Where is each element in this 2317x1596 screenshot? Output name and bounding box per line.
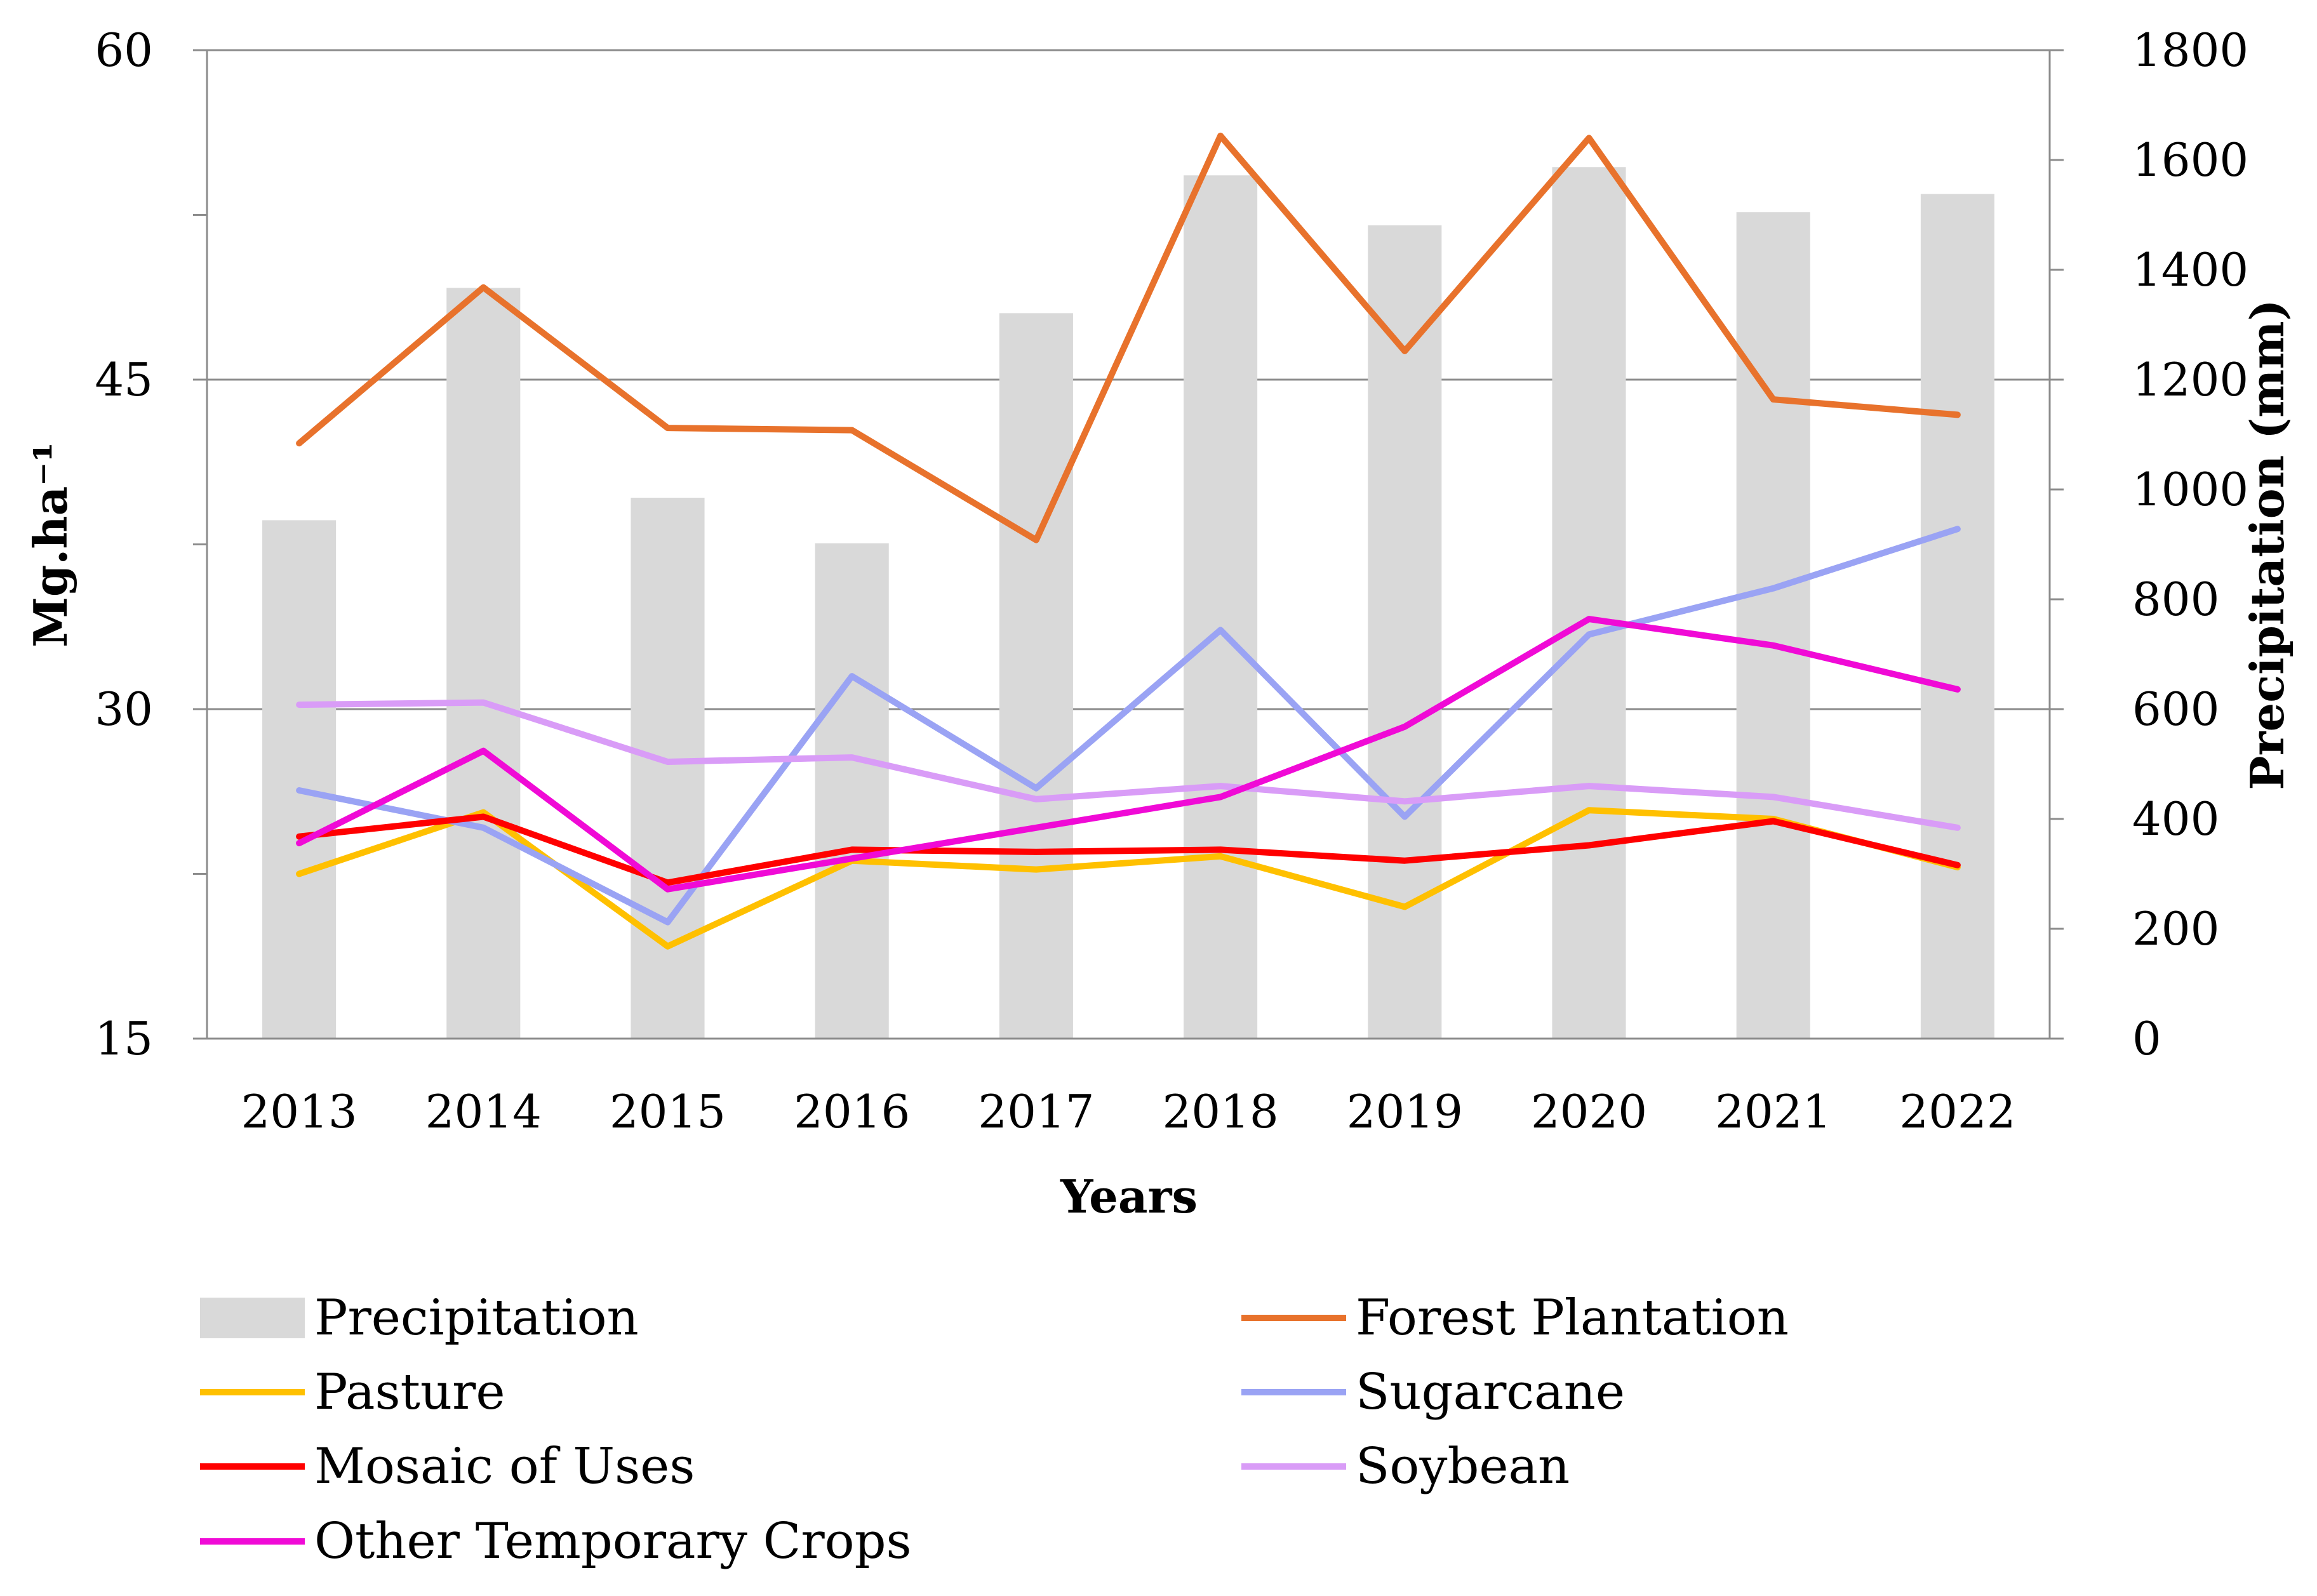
left-tick-label: 15: [95, 1012, 153, 1065]
precipitation-bar: [1184, 175, 1258, 1039]
precipitation-bar: [1552, 167, 1626, 1039]
x-tick-label: 2017: [978, 1085, 1094, 1138]
x-tick-label: 2016: [794, 1085, 910, 1138]
series-line-soybean: [296, 699, 1961, 831]
precipitation-bar: [999, 313, 1073, 1039]
right-tick-label: 1800: [2132, 23, 2248, 77]
series-line-mosaic-of-uses: [296, 813, 1961, 886]
left-tick-label: 45: [95, 353, 153, 406]
right-tick-label: 800: [2132, 573, 2219, 626]
x-tick-label: 2022: [1899, 1085, 2015, 1138]
right-axis-ticks: 0 200 400 600 800 1000 1200 1400 1600 1800: [2050, 23, 2248, 1065]
legend-label-pasture: Pasture: [314, 1364, 505, 1421]
right-axis-title: Precipitation (mm): [2240, 299, 2294, 790]
right-tick-label: 1400: [2132, 243, 2248, 296]
x-tick-label: 2015: [610, 1085, 726, 1138]
left-axis-title: Mg.ha⁻¹: [23, 442, 77, 648]
legend-label-precipitation: Precipitation: [314, 1289, 639, 1347]
legend-label-other-temporary-crops: Other Temporary Crops: [314, 1513, 912, 1570]
precipitation-bar: [1920, 194, 1994, 1039]
legend: Precipitation Forest Plantation Pasture Sug…: [200, 1289, 1789, 1570]
right-tick-label: 1200: [2132, 353, 2248, 406]
left-tick-label: 60: [95, 23, 153, 77]
x-tick-label: 2014: [425, 1085, 542, 1138]
x-tick-label: 2021: [1715, 1085, 1831, 1138]
series-line-sugarcane: [296, 526, 1961, 926]
precipitation-bar: [446, 288, 521, 1039]
legend-label-mosaic-of-uses: Mosaic of Uses: [314, 1438, 695, 1495]
legend-swatch-precipitation: [200, 1298, 305, 1338]
legend-label-forest-plantation: Forest Plantation: [1356, 1289, 1789, 1347]
right-tick-label: 200: [2132, 902, 2219, 955]
x-axis-title: Years: [1060, 1169, 1198, 1223]
precipitation-bar: [631, 497, 705, 1039]
series-line-forest-plantation: [296, 132, 1961, 543]
left-tick-label: 30: [95, 682, 153, 736]
series-line-pasture: [296, 807, 1961, 950]
precipitation-bars: [262, 167, 1994, 1039]
precipitation-bar: [815, 543, 889, 1039]
series-line-other-temporary-crops: [296, 616, 1961, 893]
x-axis-ticks: 2013 2014 2015 2016 2017 2018 2019 2020 2021 2022: [241, 1085, 2015, 1138]
legend-label-sugarcane: Sugarcane: [1356, 1364, 1625, 1421]
right-tick-label: 0: [2132, 1012, 2161, 1065]
left-axis-ticks: 15 30 45 60: [95, 23, 207, 1065]
x-tick-label: 2019: [1347, 1085, 1463, 1138]
right-tick-label: 400: [2132, 792, 2219, 846]
right-tick-label: 1600: [2132, 133, 2248, 187]
right-tick-label: 600: [2132, 682, 2219, 736]
precipitation-bar: [262, 520, 337, 1039]
series-lines: [296, 132, 1961, 950]
x-tick-label: 2018: [1162, 1085, 1278, 1138]
legend-label-soybean: Soybean: [1356, 1438, 1570, 1495]
right-tick-label: 1000: [2132, 463, 2248, 516]
x-tick-label: 2013: [241, 1085, 357, 1138]
x-tick-label: 2020: [1531, 1085, 1647, 1138]
precipitation-bar: [1736, 212, 1810, 1039]
